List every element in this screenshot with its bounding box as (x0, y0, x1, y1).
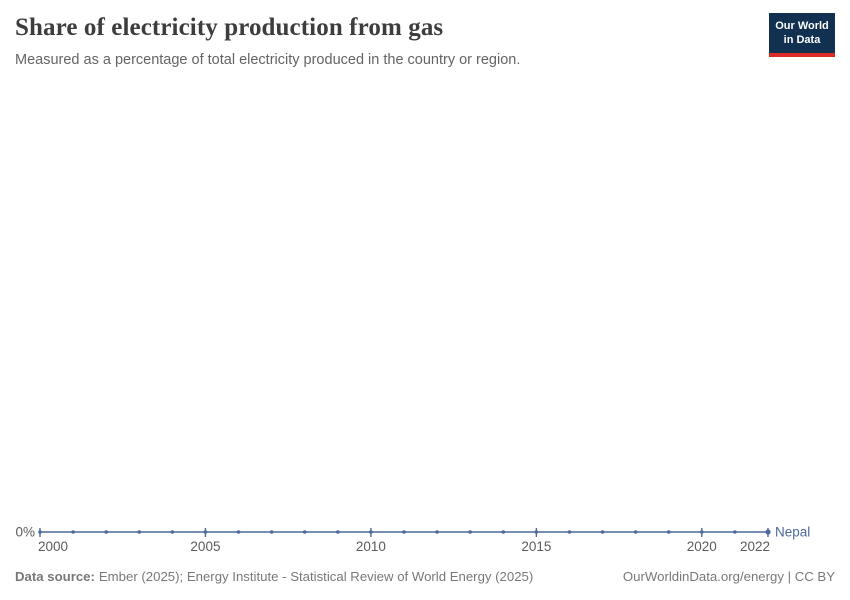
data-source-text: Ember (2025); Energy Institute - Statist… (98, 569, 534, 584)
x-axis-tick-label: 2005 (190, 539, 220, 554)
data-point[interactable] (71, 530, 75, 534)
chart-subtitle: Measured as a percentage of total electr… (15, 52, 521, 68)
data-point[interactable] (104, 530, 108, 534)
data-point[interactable] (38, 530, 42, 534)
license-note[interactable]: OurWorldinData.org/energy | CC BY (622, 569, 835, 584)
data-point[interactable] (336, 530, 340, 534)
owid-logo-line2: in Data (783, 34, 821, 47)
data-point[interactable] (170, 530, 175, 534)
data-point[interactable] (369, 530, 373, 534)
data-point[interactable] (302, 530, 307, 534)
owid-logo-line1: Our World (775, 20, 829, 32)
data-point[interactable] (402, 530, 406, 534)
data-point[interactable] (501, 530, 506, 534)
data-point[interactable] (236, 530, 241, 534)
x-axis-tick-label: 2020 (687, 539, 717, 554)
data-point[interactable] (137, 530, 142, 534)
data-point[interactable] (534, 530, 539, 534)
data-point[interactable] (435, 530, 439, 534)
data-point[interactable] (666, 530, 671, 534)
x-axis-tick-label: 2010 (356, 539, 386, 554)
data-point[interactable] (733, 530, 737, 534)
x-axis-tick-label: 2022 (740, 539, 770, 554)
owid-logo: Our World in Data (769, 13, 835, 57)
data-point[interactable] (203, 530, 208, 534)
chart-title: Share of electricity production from gas (15, 14, 444, 41)
entity-label-nepal[interactable]: Nepal (775, 525, 810, 540)
x-axis-tick-label: 2000 (38, 539, 68, 554)
x-axis-tick-label: 2015 (521, 539, 551, 554)
data-point[interactable] (700, 530, 704, 534)
y-axis-zero-label: 0% (15, 525, 35, 540)
data-point[interactable] (765, 529, 771, 535)
data-source-label: Data source: (15, 569, 95, 584)
data-point[interactable] (633, 530, 638, 534)
data-point[interactable] (600, 530, 605, 534)
data-source-note: Data source: Ember (2025); Energy Institu… (15, 569, 533, 584)
data-point[interactable] (567, 530, 572, 534)
data-point[interactable] (269, 530, 274, 534)
data-point[interactable] (468, 530, 472, 534)
